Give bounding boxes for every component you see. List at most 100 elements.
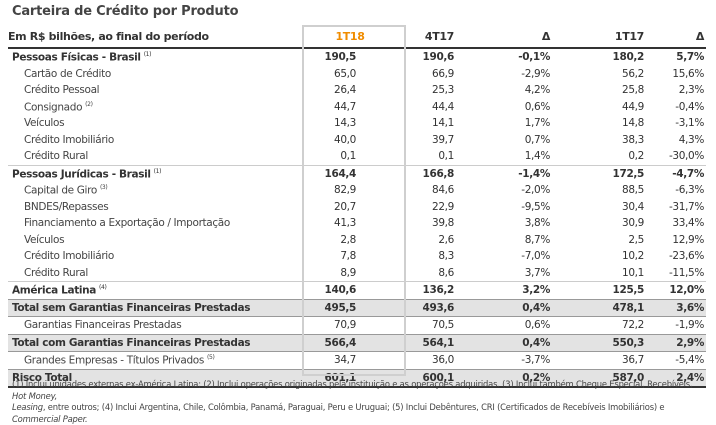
cell-c1: 14,3 [334, 117, 356, 130]
row-label: Cartão de Crédito [24, 67, 111, 80]
cell-c5: -11,5% [668, 266, 704, 279]
cell-c4: 25,8 [622, 84, 644, 97]
cell-c5: 4,3% [678, 133, 705, 146]
cell-c1: 566,4 [324, 336, 357, 349]
cell-c4: 14,8 [622, 117, 644, 130]
cell-c4: 172,5 [612, 167, 645, 180]
cell-c2: 25,3 [432, 84, 454, 97]
cell-c3: 0,2% [522, 371, 550, 384]
cell-c3: 0,4% [522, 336, 550, 349]
cell-c1: 70,9 [334, 319, 356, 332]
cell-c2: 2,6 [438, 233, 454, 246]
cell-c1: 495,5 [324, 301, 357, 314]
page-title: Carteira de Crédito por Produto [12, 4, 239, 19]
row-label: Financiamento a Exportação / Importação [24, 217, 230, 230]
table-row: Consignado (2) 44,7 44,4 0,6% 44,9 -0,4% [8, 99, 706, 116]
cell-c4: 180,2 [612, 51, 645, 64]
table-row: Cartão de Crédito 65,0 66,9 -2,9% 56,2 15,6% [8, 66, 706, 83]
cell-c2: 22,9 [432, 200, 454, 213]
cell-c3: 3,8% [524, 217, 551, 230]
header-1t17: 1T17 [614, 29, 644, 43]
row-label: Consignado (2) [24, 100, 93, 114]
row-label: Crédito Pessoal [24, 84, 100, 97]
footnote-marker: (1) [143, 51, 152, 58]
row-label: Crédito Rural [24, 266, 88, 279]
credit-portfolio-table: Em R$ bilhões, ao final do período 1T18 … [8, 25, 706, 388]
header-delta-quarter: Δ [541, 29, 551, 43]
row-label: Total com Garantias Financeiras Prestada… [12, 336, 251, 349]
cell-c2: 44,4 [432, 100, 454, 113]
header-4t17: 4T17 [424, 29, 454, 43]
cell-c4: 550,3 [612, 336, 645, 349]
table-row: Veículos 2,8 2,6 8,7% 2,5 12,9% [8, 232, 706, 249]
cell-c2: 0,1 [438, 150, 454, 163]
cell-c4: 10,1 [622, 266, 644, 279]
cell-c2: 564,1 [422, 336, 455, 349]
cell-c4: 44,9 [622, 100, 644, 113]
footnote-line-2: Leasing, entre outros; (4) Inclui Argent… [12, 402, 665, 424]
cell-c3: 1,7% [524, 117, 551, 130]
cell-c4: 38,3 [622, 133, 644, 146]
cell-c3: -7,0% [521, 250, 550, 263]
cell-c2: 8,3 [438, 250, 454, 263]
cell-c2: 84,6 [432, 184, 454, 197]
table-row: Total com Garantias Financeiras Prestada… [8, 333, 706, 352]
cell-c1: 82,9 [334, 184, 356, 197]
cell-c4: 10,2 [622, 250, 644, 263]
table-row: BNDES/Repasses 20,7 22,9 -9,5% 30,4 -31,7% [8, 199, 706, 216]
row-label: BNDES/Repasses [24, 200, 109, 213]
cell-c4: 0,2 [628, 150, 644, 163]
cell-c3: 3,2% [522, 284, 550, 297]
cell-c1: 164,4 [324, 167, 357, 180]
cell-c5: -1,9% [675, 319, 704, 332]
row-label: Total sem Garantias Financeiras Prestada… [12, 301, 251, 314]
cell-c4: 478,1 [612, 301, 645, 314]
cell-c3: -9,5% [521, 200, 550, 213]
cell-c3: -0,1% [518, 51, 550, 64]
cell-c3: -2,0% [521, 184, 550, 197]
footnote-marker: (4) [99, 284, 107, 291]
row-label: Crédito Imobiliário [24, 133, 114, 146]
cell-c1: 2,8 [340, 233, 356, 246]
cell-c1: 8,9 [340, 266, 356, 279]
table-row: Crédito Rural 0,1 0,1 1,4% 0,2 -30,0% [8, 148, 706, 166]
cell-c2: 39,7 [432, 133, 454, 146]
row-label: Pessoas Físicas - Brasil (1) [12, 51, 152, 64]
cell-c5: 15,6% [672, 67, 704, 80]
table-row: Crédito Rural 8,9 8,6 3,7% 10,1 -11,5% [8, 265, 706, 282]
header-label: Em R$ bilhões, ao final do período [8, 29, 209, 43]
cell-c5: 12,0% [669, 284, 704, 297]
cell-c2: 39,8 [432, 217, 454, 230]
cell-c5: 2,3% [678, 84, 705, 97]
row-label: Pessoas Jurídicas - Brasil (1) [12, 167, 162, 181]
table-row: Crédito Pessoal 26,4 25,3 4,2% 25,8 2,3% [8, 82, 706, 99]
cell-c5: 12,9% [672, 233, 704, 246]
table-row: Pessoas Físicas - Brasil (1) 190,5 190,6 -0,… [8, 49, 706, 66]
table-row: Risco Total 601,1 600,1 0,2% 587,0 2,4% [8, 368, 706, 388]
row-label: Veículos [24, 233, 65, 246]
cell-c5: -31,7% [668, 200, 704, 213]
footnote-marker: (1) [153, 167, 162, 175]
footnote-marker: (2) [85, 100, 93, 108]
cell-c1: 40,0 [334, 133, 356, 146]
cell-c1: 26,4 [334, 84, 356, 97]
cell-c2: 66,9 [432, 67, 454, 80]
row-label: Crédito Rural [24, 150, 88, 163]
cell-c4: 30,9 [622, 217, 644, 230]
cell-c5: 2,4% [676, 371, 704, 384]
cell-c5: 2,9% [676, 336, 704, 349]
row-label: Garantias Financeiras Prestadas [24, 319, 182, 332]
table-row: Garantias Financeiras Prestadas 70,9 70,5 0… [8, 317, 706, 334]
table-row: Financiamento a Exportação / Importação 4… [8, 215, 706, 232]
cell-c5: 33,4% [672, 217, 704, 230]
cell-c2: 136,2 [422, 284, 455, 297]
cell-c4: 125,5 [612, 284, 645, 297]
cell-c1: 44,7 [334, 100, 356, 113]
row-label: Veículos [24, 117, 65, 130]
cell-c5: -30,0% [668, 150, 704, 163]
cell-c3: 0,7% [524, 133, 551, 146]
row-label: Risco Total [12, 371, 72, 384]
table-row: Capital de Giro (3) 82,9 84,6 -2,0% 88,5 -6,3% [8, 182, 706, 199]
table-row: Grandes Empresas - Títulos Privados (5) 34… [8, 352, 706, 369]
cell-c4: 72,2 [622, 319, 644, 332]
